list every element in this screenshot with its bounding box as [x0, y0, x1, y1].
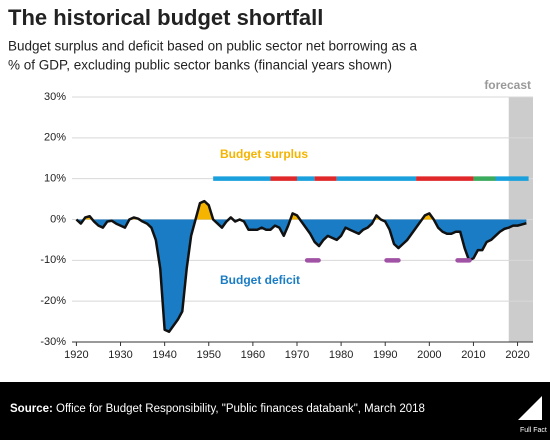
x-tick-label: 1970: [285, 349, 309, 361]
x-tick-label: 1980: [329, 349, 353, 361]
x-tick-label: 1960: [241, 349, 265, 361]
balance-line: [75, 199, 527, 334]
forecast-label: forecast: [484, 78, 531, 92]
annotation: Budget surplus: [220, 147, 308, 161]
y-tick-label: 30%: [44, 91, 66, 103]
logo: Full Fact: [520, 427, 547, 434]
chart-title: The historical budget shortfall: [8, 5, 323, 30]
subtitle: % of GDP, excluding public sector banks …: [8, 58, 392, 73]
source: Office for Budget Responsibility, "Publi…: [56, 403, 425, 415]
x-tick-label: 1990: [373, 349, 397, 361]
x-tick-label: 2000: [417, 349, 441, 361]
plot: forecast -30% -20% -10% 0% 10% 20% 30% 1920 1930 1…: [40, 78, 533, 361]
y-tick-label: 20%: [44, 132, 66, 144]
y-tick-label: -10%: [40, 254, 66, 266]
y-tick-label: -20%: [40, 295, 66, 307]
x-tick-label: 2010: [461, 349, 485, 361]
annotation: Budget deficit: [220, 273, 300, 287]
subtitle: Budget surplus and deficit based on publ…: [8, 39, 417, 54]
logo-mark: [518, 396, 542, 420]
x-tick-label: 2020: [505, 349, 529, 361]
x-tick-label: 1920: [64, 349, 88, 361]
y-tick-label: 0%: [50, 213, 66, 225]
footer: [0, 382, 550, 440]
source-label: Source:: [10, 403, 53, 415]
x-tick-label: 1950: [197, 349, 221, 361]
x-tick-label: 1940: [152, 349, 176, 361]
x-tick-label: 1930: [108, 349, 132, 361]
y-tick-label: -30%: [40, 336, 66, 348]
y-tick-label: 10%: [44, 173, 66, 185]
